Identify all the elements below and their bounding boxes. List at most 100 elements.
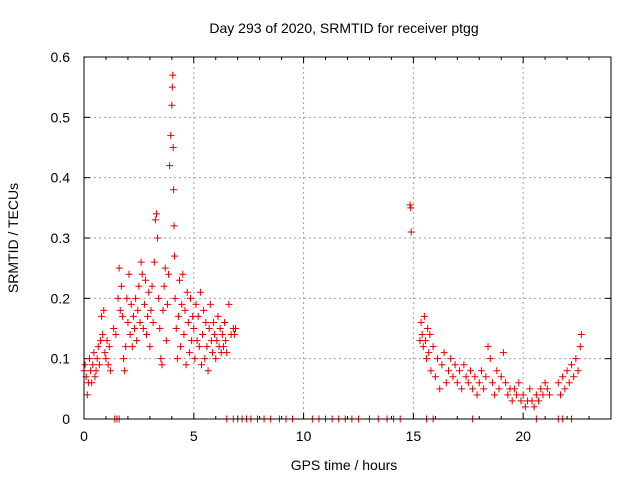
data-point: [168, 101, 176, 109]
data-point: [423, 355, 431, 363]
plot-frame: [83, 56, 612, 420]
data-point: [510, 385, 518, 393]
data-point: [170, 252, 178, 260]
data-point: [475, 379, 483, 387]
data-point: [128, 343, 136, 351]
data-point: [495, 385, 503, 393]
y-tick-label: 0.4: [51, 170, 71, 186]
data-point: [508, 397, 516, 405]
data-point: [504, 391, 512, 399]
data-point: [159, 306, 167, 314]
data-point: [519, 391, 527, 399]
data-point: [174, 312, 182, 320]
data-point: [110, 325, 118, 332]
data-point: [460, 361, 468, 369]
data-point: [216, 325, 224, 332]
data-point: [219, 343, 227, 351]
data-point: [577, 331, 585, 339]
data-point: [484, 343, 492, 351]
data-point: [162, 337, 170, 345]
data-point: [453, 379, 461, 387]
y-tick-label: 0.6: [51, 49, 71, 65]
data-point: [541, 379, 549, 387]
data-point: [178, 300, 186, 308]
data-point: [204, 367, 212, 375]
data-point: [81, 361, 89, 369]
data-point: [225, 300, 233, 308]
y-tick-label: 0.5: [51, 109, 71, 125]
data-point: [425, 349, 433, 357]
data-point: [458, 385, 466, 393]
data-point: [421, 337, 429, 345]
data-point: [195, 343, 203, 351]
x-tick-label: 20: [515, 428, 531, 444]
data-point: [565, 379, 573, 387]
data-point: [556, 391, 564, 399]
data-point: [169, 71, 177, 79]
data-point: [194, 312, 202, 320]
data-point: [232, 325, 240, 332]
data-point: [406, 201, 414, 209]
data-point: [83, 391, 91, 399]
data-point: [210, 318, 218, 326]
data-point: [537, 385, 545, 393]
data-point: [190, 325, 198, 332]
data-point: [449, 373, 457, 381]
data-point: [447, 355, 455, 363]
data-point: [135, 282, 143, 290]
data-point: [513, 391, 521, 399]
data-point: [149, 318, 157, 326]
data-point: [543, 385, 551, 393]
data-point: [201, 355, 209, 363]
data-point: [171, 294, 179, 302]
data-point: [434, 355, 442, 363]
data-point: [172, 325, 180, 332]
data-point: [196, 288, 204, 296]
x-tick-label: 0: [80, 428, 88, 444]
data-point: [539, 391, 547, 399]
data-point: [125, 270, 133, 278]
data-point: [223, 349, 231, 357]
data-point: [193, 337, 201, 345]
data-point: [497, 373, 505, 381]
data-point: [464, 379, 472, 387]
data-point: [118, 312, 126, 320]
data-point: [138, 270, 146, 278]
data-point: [532, 391, 540, 399]
data-point: [230, 331, 238, 339]
data-point: [563, 367, 571, 375]
data-point: [132, 294, 140, 302]
y-tick-label: 0.3: [51, 230, 71, 246]
data-point: [471, 373, 479, 381]
data-point: [115, 264, 123, 272]
data-point: [90, 349, 98, 357]
y-axis-label: SRMTID / TECUs: [5, 183, 21, 293]
data-point: [186, 294, 194, 302]
data-point: [116, 306, 124, 314]
x-tick-label: 15: [406, 428, 422, 444]
data-point: [208, 349, 216, 357]
data-point: [154, 234, 162, 242]
data-point: [143, 331, 151, 339]
data-point: [156, 325, 164, 332]
data-point: [158, 361, 166, 369]
data-point: [191, 355, 199, 363]
data-point: [203, 343, 211, 351]
data-point: [148, 282, 156, 290]
data-point: [559, 373, 567, 381]
data-point: [419, 343, 427, 351]
data-point: [150, 258, 158, 266]
data-point: [114, 294, 122, 302]
data-point: [160, 282, 168, 290]
data-point: [155, 294, 163, 302]
data-point: [141, 276, 149, 284]
data-point: [546, 391, 554, 399]
data-point: [200, 306, 208, 314]
data-point: [222, 337, 230, 345]
data-point: [177, 343, 185, 351]
data-point: [567, 361, 575, 369]
data-point: [530, 403, 538, 411]
x-tick-label: 10: [296, 428, 312, 444]
data-point: [180, 331, 188, 339]
data-point: [139, 325, 147, 332]
